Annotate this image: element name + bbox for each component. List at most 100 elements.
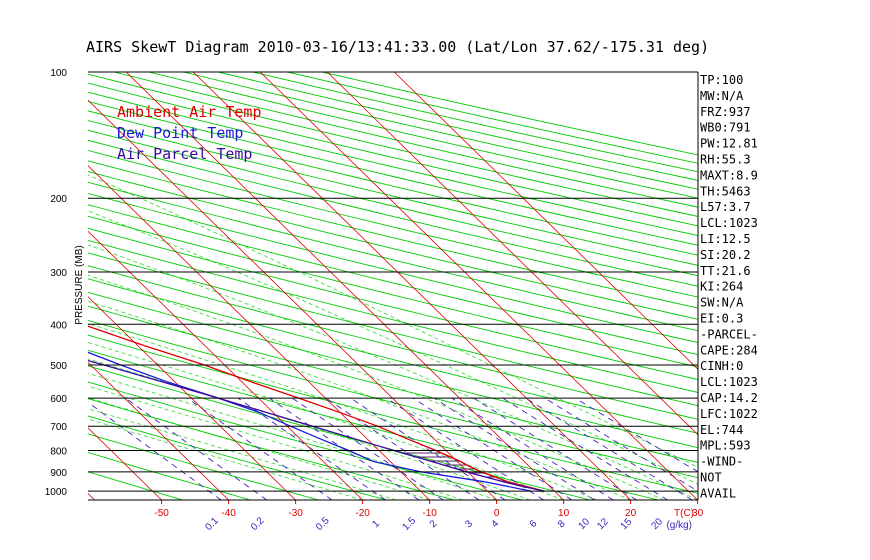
isotherm-line bbox=[259, 72, 698, 500]
index-value: TT:21.6 bbox=[700, 264, 751, 278]
mixing-ratio-line bbox=[125, 397, 268, 500]
mixing-ratio-line bbox=[88, 401, 222, 500]
pressure-tick-label: 600 bbox=[50, 394, 67, 405]
mixing-ratio-label: 2 bbox=[428, 518, 440, 530]
mixing-ratio-line bbox=[544, 397, 698, 492]
index-value: SW:N/A bbox=[700, 296, 744, 310]
isotherm-line bbox=[88, 427, 162, 500]
dry-adiabat bbox=[88, 252, 698, 407]
chart-title: AIRS SkewT Diagram 2010-03-16/13:41:33.0… bbox=[86, 38, 709, 56]
index-value: MW:N/A bbox=[700, 89, 744, 103]
isotherm-line bbox=[88, 361, 229, 500]
dry-adiabat bbox=[88, 171, 698, 320]
dry-adiabat bbox=[183, 72, 698, 190]
pressure-tick-label: 800 bbox=[50, 447, 67, 458]
pressure-tick-label: 900 bbox=[50, 468, 67, 479]
isotherm-line bbox=[88, 165, 430, 500]
index-value: LFC:1022 bbox=[700, 407, 758, 421]
dry-adiabat bbox=[88, 129, 698, 277]
mixing-ratio-label: 4 bbox=[489, 518, 501, 530]
mixing-ratio-line bbox=[412, 397, 573, 500]
index-value: EL:744 bbox=[700, 423, 743, 437]
mixing-ratio-label: 1.5 bbox=[401, 515, 419, 533]
index-value: TP:100 bbox=[700, 73, 743, 87]
index-value: LCL:1023 bbox=[700, 216, 758, 230]
moist-adiabat bbox=[88, 300, 631, 500]
index-value: LCL:1023 bbox=[700, 375, 758, 389]
mixing-ratio-label: 12 bbox=[595, 516, 611, 532]
stability-indices: TP:100 MW:N/A FRZ:937 WB0:791 PW:12.81 RH:55.… bbox=[700, 73, 758, 500]
pressure-tick-label: 300 bbox=[50, 268, 67, 279]
dry-adiabat bbox=[88, 110, 698, 256]
dry-adiabat bbox=[88, 305, 698, 463]
dry-adiabat bbox=[88, 278, 698, 434]
index-value: PW:12.81 bbox=[700, 137, 758, 151]
dry-adiabat bbox=[88, 398, 455, 500]
moist-adiabat bbox=[88, 385, 464, 500]
legend-dew-point-temp: Dew Point Temp bbox=[117, 124, 243, 142]
mixing-ratio-line bbox=[350, 397, 506, 500]
mixing-ratio-line bbox=[187, 397, 333, 500]
pressure-tick-label: 400 bbox=[50, 320, 67, 331]
index-value: -WIND- bbox=[700, 455, 743, 469]
dry-adiabat bbox=[88, 239, 698, 393]
bottom-temperature-label: -20 bbox=[355, 508, 370, 519]
legend-ambient-air-temp: Ambient Air Temp bbox=[117, 103, 262, 121]
bottom-temperature-label: 0 bbox=[494, 508, 500, 519]
dry-adiabat bbox=[148, 72, 698, 199]
index-value: -PARCEL- bbox=[700, 327, 758, 341]
isotherm-line bbox=[88, 230, 363, 500]
dry-adiabat bbox=[287, 72, 698, 164]
dry-adiabat bbox=[88, 192, 698, 344]
moist-adiabat bbox=[88, 418, 363, 500]
index-value: NOT bbox=[700, 471, 722, 485]
axes: 1002003004005006007008009001000-120-110-… bbox=[45, 68, 704, 533]
bottom-temperature-label: -10 bbox=[422, 508, 437, 519]
dry-adiabat bbox=[88, 149, 698, 298]
dry-adiabat bbox=[88, 100, 698, 246]
bottom-temperature-label: 20 bbox=[625, 508, 637, 519]
dry-adiabat bbox=[88, 415, 387, 500]
temperature-unit-label: T(C) bbox=[674, 508, 694, 519]
mixing-ratio-label: 0.5 bbox=[314, 515, 332, 533]
ambient-air-temp-line bbox=[88, 325, 545, 492]
moist-adiabat bbox=[88, 274, 665, 500]
pressure-tick-label: 700 bbox=[50, 422, 67, 433]
dry-adiabat bbox=[88, 433, 319, 500]
mixing-ratio-line bbox=[433, 397, 595, 500]
dry-adiabat bbox=[88, 334, 698, 494]
mixing-ratio-line bbox=[325, 397, 480, 500]
index-value: MPL:593 bbox=[700, 439, 751, 453]
index-value: AVAIL bbox=[700, 486, 736, 500]
mixing-ratio-line bbox=[292, 397, 444, 500]
index-value: FRZ:937 bbox=[700, 105, 751, 119]
mixing-ratio-label: 3 bbox=[463, 518, 475, 530]
pressure-tick-label: 100 bbox=[50, 68, 67, 79]
dry-adiabat bbox=[88, 349, 659, 500]
pressure-tick-label: 200 bbox=[50, 194, 67, 205]
y-axis-label: PRESSURE (MB) bbox=[74, 245, 85, 324]
isotherm-line bbox=[0, 72, 28, 500]
isotherm-line bbox=[393, 72, 698, 370]
dry-adiabat bbox=[88, 265, 698, 420]
dry-adiabat bbox=[88, 120, 698, 266]
mixing-ratio-label: 10 bbox=[576, 516, 592, 532]
index-value: KI:264 bbox=[700, 280, 743, 294]
mixing-ratio-label: 6 bbox=[528, 518, 540, 530]
moist-adiabat bbox=[88, 372, 497, 500]
isotherm-line bbox=[125, 72, 564, 500]
index-value: L57:3.7 bbox=[700, 200, 751, 214]
mixing-ratio-label: 0.2 bbox=[249, 515, 267, 533]
index-value: MAXT:8.9 bbox=[700, 168, 758, 182]
pressure-tick-label: 1000 bbox=[45, 487, 68, 498]
mixing-ratio-line bbox=[502, 397, 668, 500]
dry-adiabat bbox=[88, 160, 698, 309]
isotherm-line bbox=[192, 72, 631, 500]
mixing-ratio-line bbox=[237, 397, 386, 500]
mixing-ratio-label: 0.1 bbox=[203, 515, 221, 533]
dry-adiabat bbox=[88, 181, 698, 332]
bottom-temperature-label: -40 bbox=[221, 508, 236, 519]
pressure-lines bbox=[88, 197, 698, 492]
index-value: EI:0.3 bbox=[700, 312, 743, 326]
